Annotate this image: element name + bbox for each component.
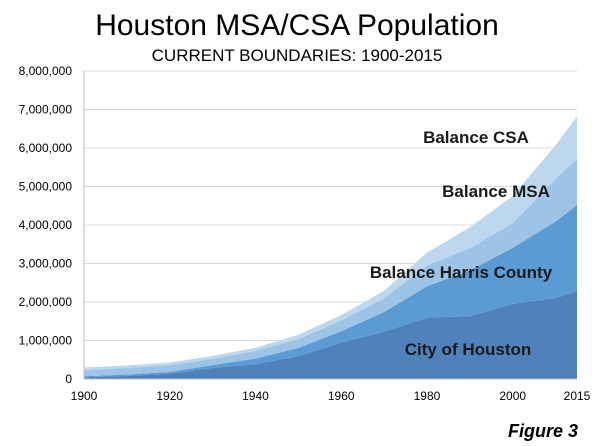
area-city-of-houston	[84, 291, 577, 379]
series-label-city-of-houston: City of Houston	[405, 340, 532, 359]
y-tick-label: 7,000,000	[19, 103, 73, 117]
gridlines	[84, 70, 577, 341]
x-tick-label: 1980	[414, 389, 441, 403]
x-tick-label: 1920	[156, 389, 183, 403]
y-tick-label: 4,000,000	[19, 218, 73, 232]
series-label-balance-csa: Balance CSA	[423, 128, 529, 147]
area-balance-msa	[84, 158, 577, 377]
series-label-balance-msa: Balance MSA	[442, 182, 550, 201]
chart-title: Houston MSA/CSA Population	[95, 9, 499, 42]
x-tick-label: 2015	[564, 389, 591, 403]
y-tick-label: 0	[65, 372, 72, 386]
y-tick-label: 2,000,000	[19, 295, 73, 309]
x-tick-label: 1940	[242, 389, 269, 403]
x-axis-tick-labels: 1900 1920 1940 1960 1980 2000 2015	[71, 389, 591, 403]
x-tick-label: 1900	[71, 389, 98, 403]
y-tick-label: 1,000,000	[19, 334, 73, 348]
x-tick-label: 2000	[499, 389, 526, 403]
x-tick-label: 1960	[328, 389, 355, 403]
y-tick-label: 8,000,000	[19, 64, 73, 78]
figure-label: Figure 3	[508, 421, 578, 441]
area-balance-harris-county	[84, 204, 577, 378]
plot-areas	[84, 116, 577, 379]
series-labels: City of Houston Balance Harris County Bala…	[370, 128, 553, 359]
axes	[83, 71, 577, 380]
series-label-balance-harris-county: Balance Harris County	[370, 263, 553, 282]
chart-subtitle: CURRENT BOUNDARIES: 1900-2015	[152, 46, 443, 65]
y-tick-label: 5,000,000	[19, 180, 73, 194]
y-axis-tick-labels: 0 1,000,000 2,000,000 3,000,000 4,000,000 5,0…	[19, 64, 73, 386]
y-tick-label: 3,000,000	[19, 257, 73, 271]
y-tick-label: 6,000,000	[19, 141, 73, 155]
